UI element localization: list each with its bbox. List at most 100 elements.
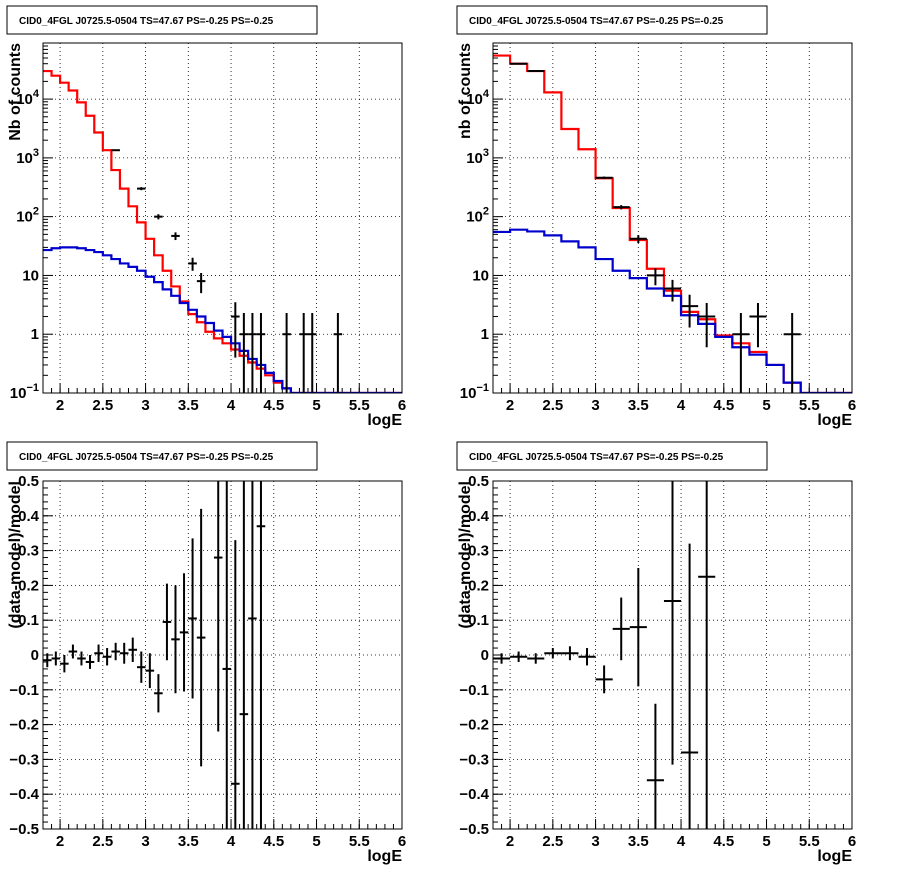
x-tick-label: 2.5: [542, 833, 563, 850]
y-tick-label: −0.1: [459, 682, 489, 699]
y-tick-exponent: 3: [483, 147, 489, 159]
x-tick-label: 6: [398, 833, 406, 850]
residual-point: [493, 653, 511, 664]
x-tick-label: 2: [56, 397, 64, 414]
x-tick-label: 5.5: [799, 397, 820, 414]
y-tick-label: 0: [31, 647, 39, 664]
residual-point: [60, 655, 69, 673]
x-tick-label: 6: [398, 397, 406, 414]
residual-point: [248, 481, 257, 829]
y-tick-label: −0.2: [9, 717, 39, 734]
residual-point: [51, 651, 61, 666]
data-point: [663, 279, 682, 302]
residual-point: [94, 644, 103, 662]
y-tick-label: −0.2: [459, 717, 489, 734]
y-tick-label: 102: [466, 206, 489, 226]
y-axis-label: (data-model)/model: [457, 481, 474, 629]
residual-point: [85, 655, 95, 669]
x-tick-label: 3: [141, 397, 149, 414]
y-tick-label: 0.2: [468, 577, 489, 594]
data-point: [239, 312, 249, 393]
y-tick-label: 10: [472, 267, 489, 284]
y-tick-label: −0.1: [9, 682, 39, 699]
x-tick-label: 2: [56, 833, 64, 850]
y-tick-label: 104: [466, 88, 490, 108]
x-axis-label: logE: [817, 412, 852, 429]
residual-point: [222, 481, 232, 829]
residual-point: [561, 646, 579, 661]
data-point: [282, 312, 291, 393]
residual-point: [43, 653, 52, 668]
x-tick-label: 4: [227, 833, 236, 850]
plot-area: [43, 481, 266, 829]
data-point: [629, 235, 647, 244]
model-total-step-line: [43, 69, 402, 393]
y-tick-mantissa: 10: [466, 150, 483, 167]
plot-area: [493, 54, 852, 393]
y-axis-label: Nb of counts: [7, 43, 24, 141]
x-axis-label: logE: [817, 848, 852, 865]
x-tick-label: 5: [762, 397, 770, 414]
y-tick-exponent: 2: [483, 206, 489, 218]
residual-point: [231, 540, 240, 829]
x-tick-label: 4.5: [713, 397, 734, 414]
plot-area: [43, 69, 402, 393]
y-tick-label: 0.5: [468, 473, 489, 490]
data-point: [732, 312, 750, 393]
residual-point: [595, 665, 613, 694]
y-tick-exponent: −1: [476, 382, 489, 394]
data-point: [171, 232, 180, 241]
residual-point: [256, 481, 266, 829]
plot-area: [493, 481, 716, 829]
residual-point: [578, 648, 596, 666]
x-tick-label: 3.5: [178, 397, 199, 414]
x-tick-label: 4: [227, 397, 236, 414]
residual-point: [629, 568, 647, 687]
y-tick-label: 102: [16, 206, 39, 226]
residual-point: [646, 703, 664, 829]
panel-bottom-left: CID0_4FGL J0725.5-0504 TS=47.67 PS=-0.25…: [6, 441, 406, 865]
x-tick-label: 2.5: [542, 397, 563, 414]
x-tick-label: 3.5: [628, 833, 649, 850]
x-tick-label: 3: [591, 833, 599, 850]
data-point: [248, 312, 257, 393]
x-tick-label: 3: [141, 833, 149, 850]
y-tick-exponent: 4: [33, 88, 40, 100]
residual-point: [188, 538, 197, 699]
y-tick-label: 103: [16, 147, 39, 167]
residual-point: [162, 583, 172, 661]
x-tick-label: 3: [591, 397, 599, 414]
x-tick-label: 6: [848, 833, 856, 850]
x-tick-label: 5.5: [799, 833, 820, 850]
residual-point: [145, 653, 155, 689]
residual-point: [698, 481, 716, 829]
y-tick-label: 1: [481, 326, 489, 343]
x-tick-label: 4.5: [713, 833, 734, 850]
data-point: [231, 302, 240, 358]
title-box: [456, 441, 768, 471]
x-tick-label: 5: [312, 397, 320, 414]
x-tick-label: 2: [506, 833, 514, 850]
x-tick-label: 6: [848, 397, 856, 414]
y-tick-label: 0.3: [468, 543, 489, 560]
residual-point: [128, 637, 138, 662]
residual-point: [77, 651, 86, 666]
y-tick-label: −0.5: [459, 821, 489, 838]
data-point: [137, 187, 146, 191]
y-tick-label: 0.4: [468, 508, 490, 525]
panel-top-right: CID0_4FGL J0725.5-0504 TS=47.67 PS=-0.25…: [456, 5, 856, 429]
x-tick-label: 2.5: [92, 833, 113, 850]
x-tick-label: 2: [506, 397, 514, 414]
title-box: [456, 5, 768, 35]
plot-frame: [492, 42, 853, 394]
y-tick-label: −0.3: [9, 751, 39, 768]
x-tick-label: 5: [312, 833, 320, 850]
data-point: [612, 205, 630, 210]
x-axis-label: logE: [367, 848, 402, 865]
residual-point: [68, 644, 78, 659]
residual-point: [663, 481, 682, 765]
y-tick-mantissa: 10: [466, 209, 483, 226]
chart-title: CID0_4FGL J0725.5-0504 TS=47.67 PS=-0.25…: [19, 16, 274, 27]
model-background-step-line: [493, 228, 852, 393]
y-tick-exponent: 4: [483, 88, 490, 100]
